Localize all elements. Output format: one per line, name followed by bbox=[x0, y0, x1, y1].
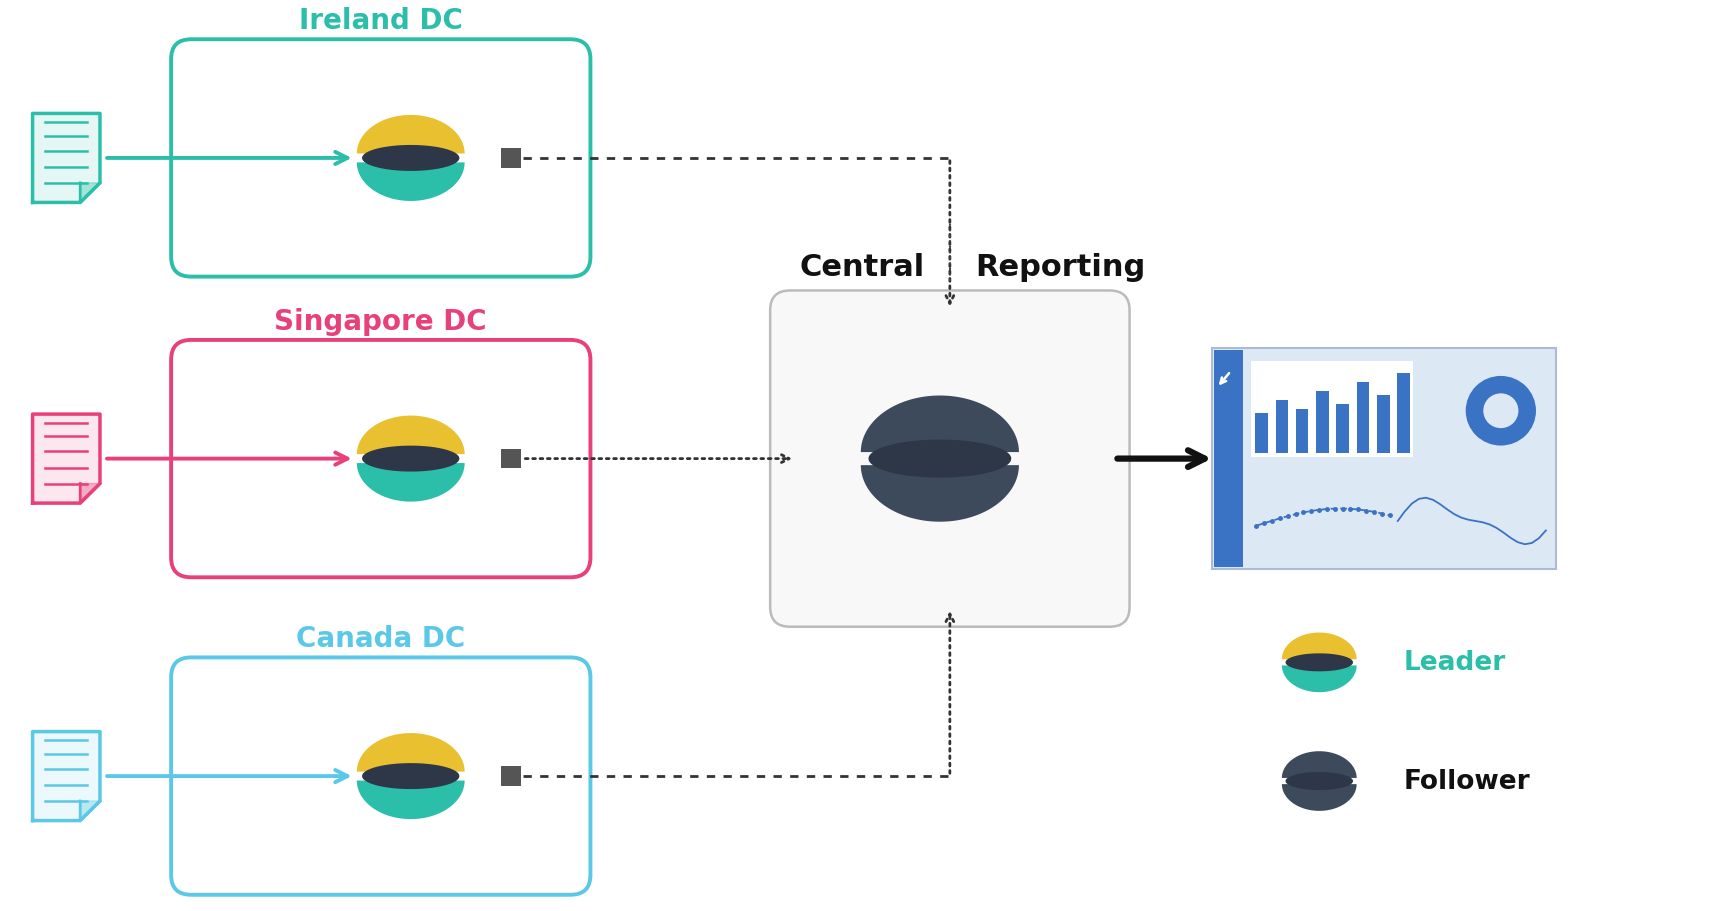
Polygon shape bbox=[356, 733, 465, 772]
Polygon shape bbox=[362, 446, 460, 472]
Polygon shape bbox=[356, 781, 465, 819]
Text: Canada DC: Canada DC bbox=[296, 625, 465, 653]
Bar bbox=[1252, 362, 1414, 457]
Bar bbox=[1316, 392, 1329, 453]
Polygon shape bbox=[1286, 653, 1353, 671]
Polygon shape bbox=[1286, 773, 1353, 790]
Text: Follower: Follower bbox=[1403, 768, 1531, 794]
Polygon shape bbox=[356, 416, 465, 455]
Text: Reporting: Reporting bbox=[975, 252, 1145, 281]
Circle shape bbox=[1483, 394, 1519, 429]
Polygon shape bbox=[81, 801, 100, 821]
Polygon shape bbox=[33, 415, 100, 504]
Polygon shape bbox=[81, 484, 100, 504]
Bar bbox=[1397, 374, 1410, 453]
Polygon shape bbox=[33, 114, 100, 203]
Polygon shape bbox=[356, 464, 465, 502]
Bar bbox=[501, 449, 520, 469]
Bar bbox=[501, 148, 520, 169]
FancyBboxPatch shape bbox=[770, 292, 1130, 627]
Bar bbox=[1357, 383, 1369, 453]
FancyBboxPatch shape bbox=[170, 40, 591, 277]
Polygon shape bbox=[868, 440, 1011, 478]
Bar bbox=[1378, 396, 1390, 453]
FancyBboxPatch shape bbox=[170, 341, 591, 578]
Polygon shape bbox=[861, 396, 1019, 453]
Bar bbox=[1336, 404, 1348, 453]
Bar bbox=[1297, 409, 1309, 453]
Polygon shape bbox=[33, 732, 100, 821]
Polygon shape bbox=[356, 116, 465, 154]
FancyBboxPatch shape bbox=[1212, 348, 1557, 569]
Polygon shape bbox=[1281, 752, 1357, 778]
Bar bbox=[1276, 401, 1288, 453]
FancyBboxPatch shape bbox=[170, 658, 591, 895]
Text: Central: Central bbox=[799, 252, 925, 281]
Text: Ireland DC: Ireland DC bbox=[300, 7, 463, 36]
Text: Leader: Leader bbox=[1403, 650, 1507, 676]
Text: Singapore DC: Singapore DC bbox=[274, 308, 487, 335]
Polygon shape bbox=[362, 763, 460, 789]
Polygon shape bbox=[1281, 633, 1357, 660]
Polygon shape bbox=[861, 466, 1019, 522]
Bar bbox=[501, 766, 520, 786]
Polygon shape bbox=[1281, 784, 1357, 811]
Bar bbox=[1214, 351, 1243, 568]
Polygon shape bbox=[362, 146, 460, 172]
Polygon shape bbox=[1281, 666, 1357, 692]
Polygon shape bbox=[356, 163, 465, 201]
Bar bbox=[1255, 414, 1267, 453]
Circle shape bbox=[1465, 376, 1536, 446]
Polygon shape bbox=[81, 184, 100, 203]
